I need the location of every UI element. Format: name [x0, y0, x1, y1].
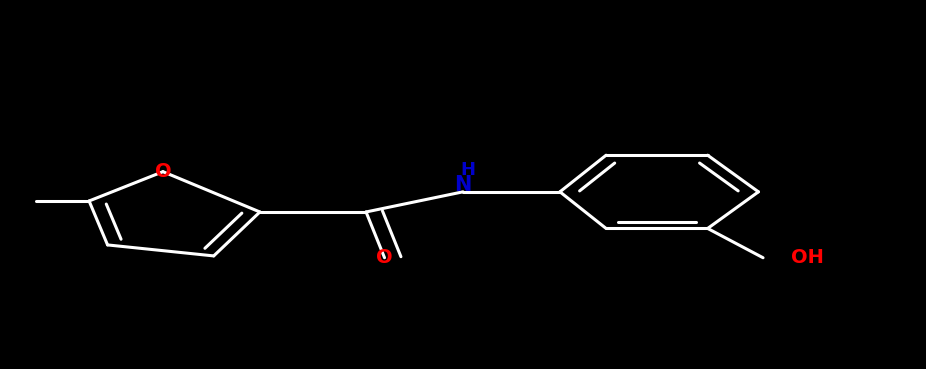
- Text: H: H: [460, 161, 475, 179]
- Text: OH: OH: [791, 248, 823, 267]
- Text: N: N: [455, 175, 471, 195]
- Text: O: O: [155, 162, 171, 181]
- Text: O: O: [376, 248, 393, 267]
